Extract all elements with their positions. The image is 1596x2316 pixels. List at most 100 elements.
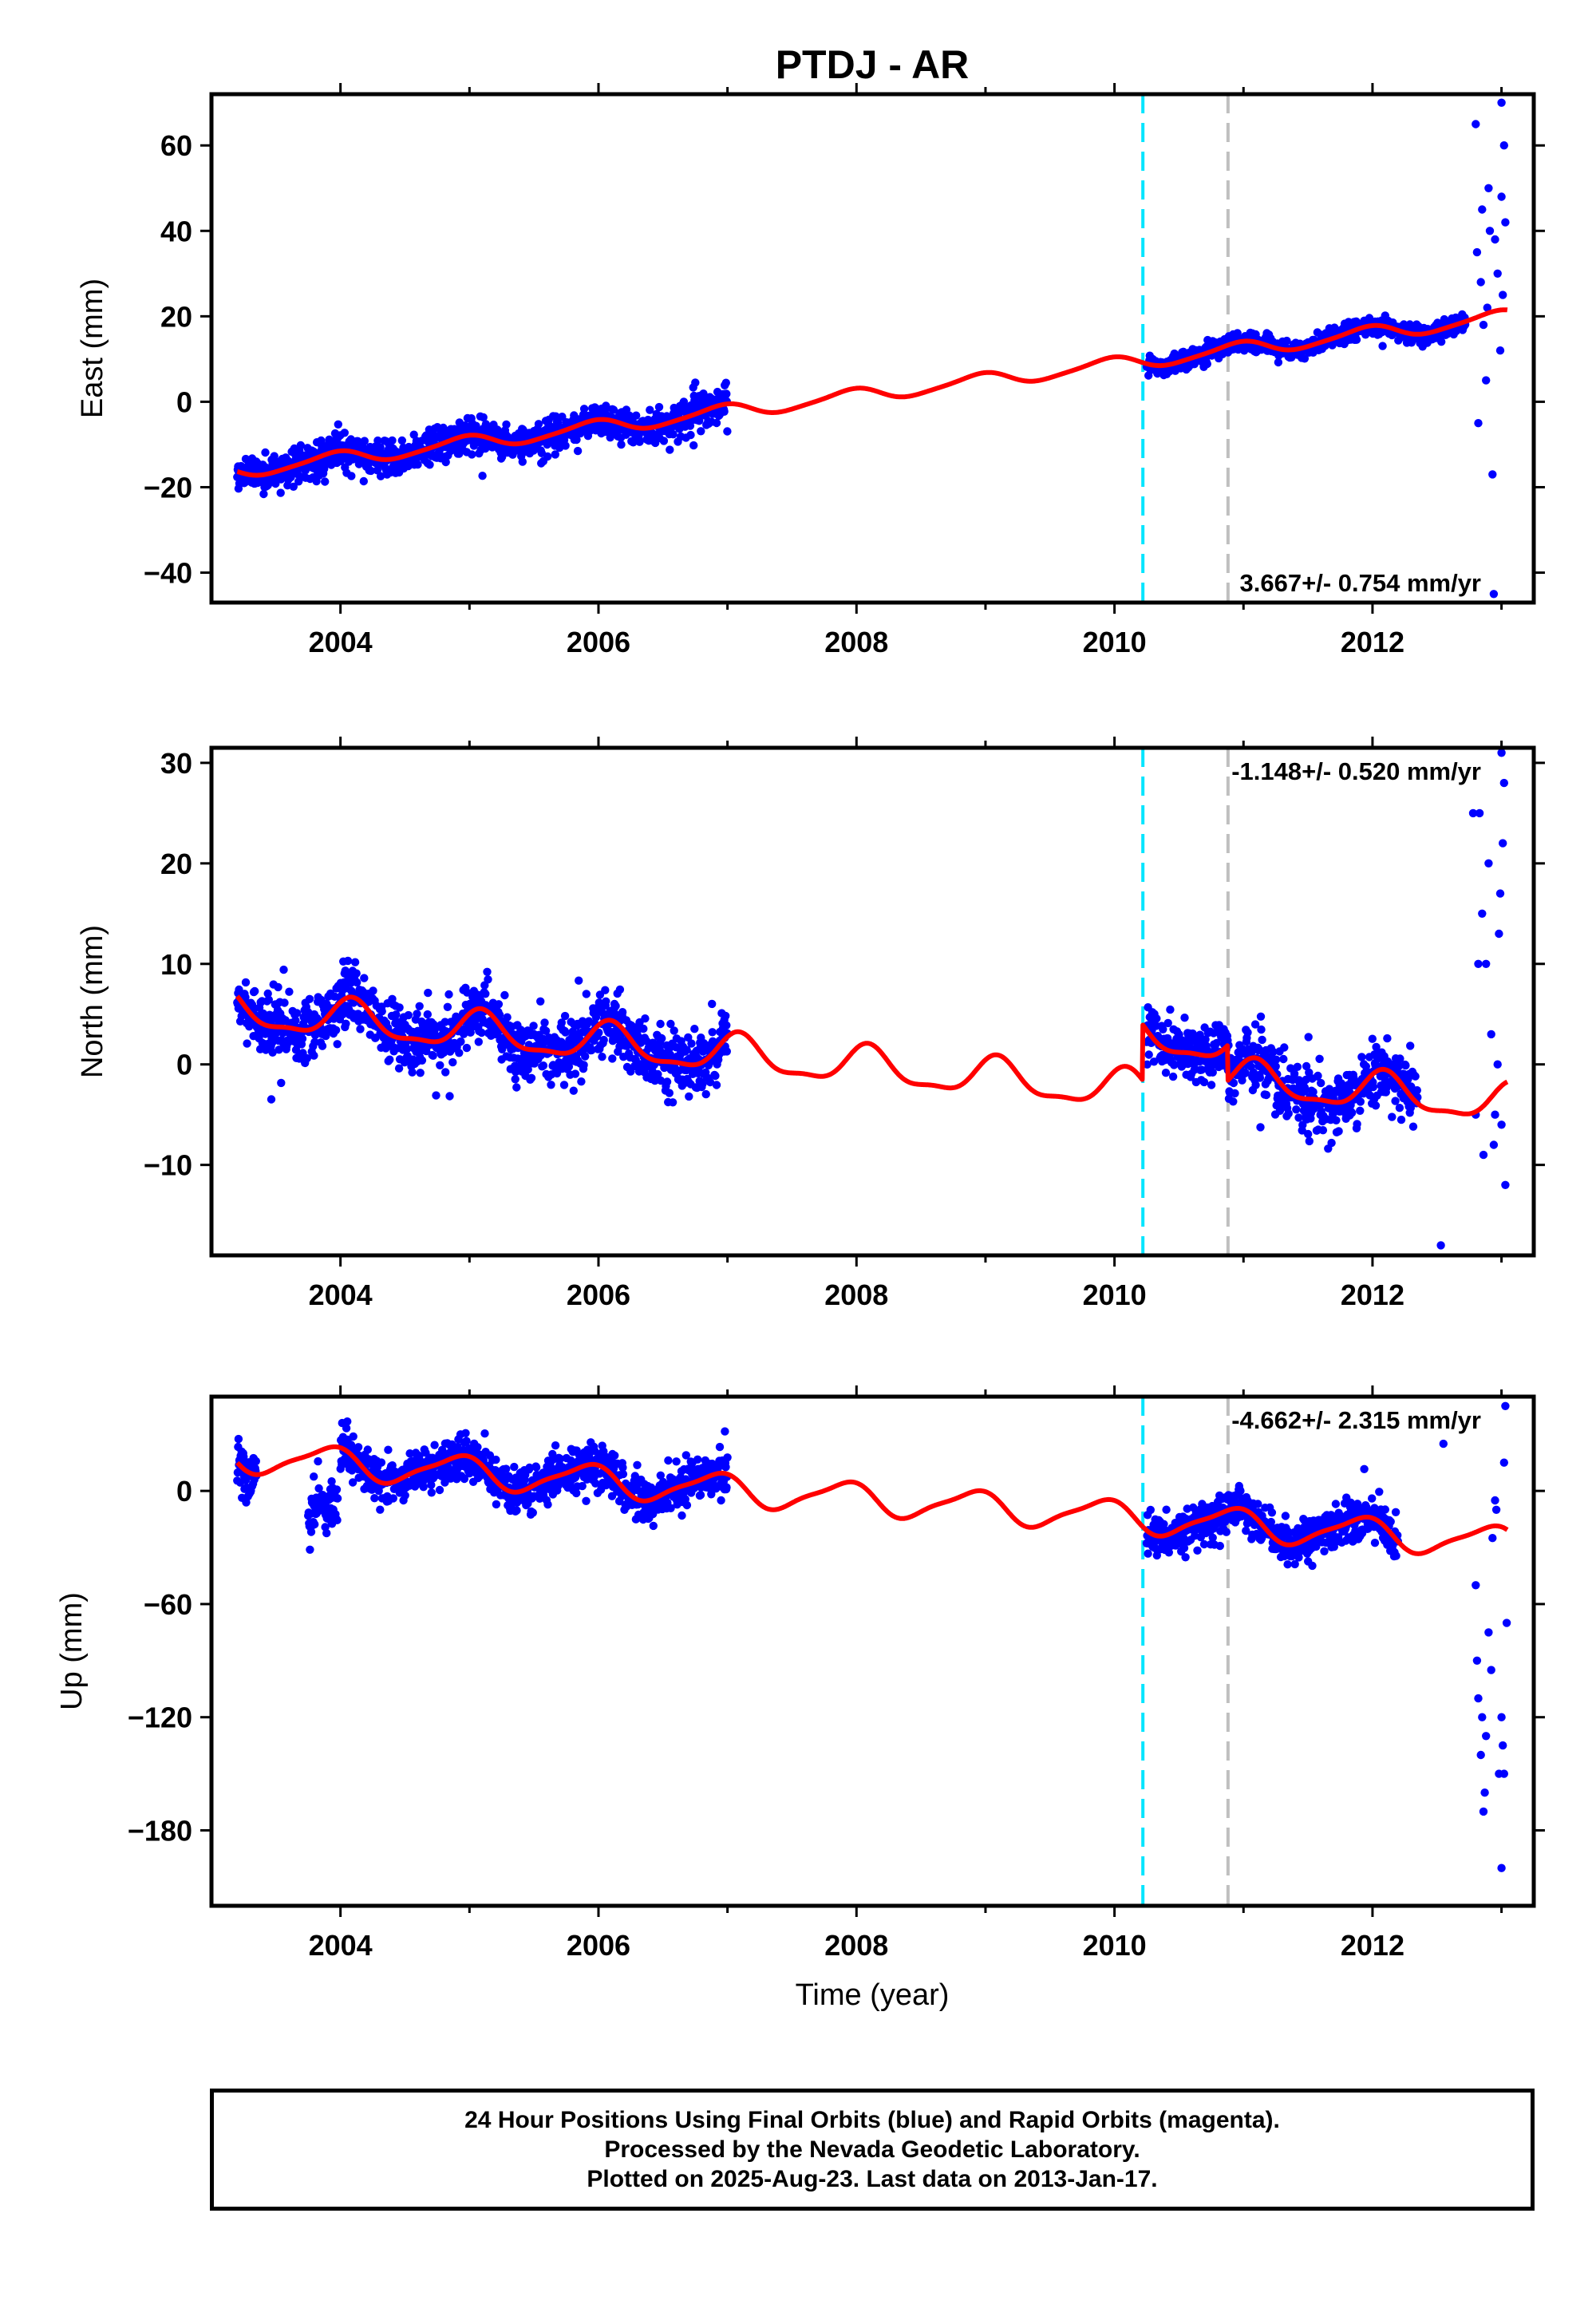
y-axis-ticks <box>200 144 1545 575</box>
data-point <box>1238 1076 1246 1085</box>
data-point <box>679 397 689 406</box>
data-point <box>723 1453 732 1462</box>
data-point <box>1144 1050 1153 1059</box>
outlier-point <box>1475 808 1484 818</box>
data-point <box>352 969 361 978</box>
y-tick-label: 40 <box>160 215 192 247</box>
data-point <box>333 1516 342 1525</box>
data-point <box>1317 1078 1325 1088</box>
data-point <box>684 1033 693 1042</box>
outlier-point <box>1491 1110 1499 1119</box>
outlier-point <box>1489 590 1499 599</box>
data-point <box>503 1013 512 1022</box>
data-point <box>690 1025 699 1034</box>
data-point <box>610 1451 619 1460</box>
outlier-point <box>1436 1241 1445 1250</box>
outlier-point <box>1472 247 1482 257</box>
data-point <box>498 1045 507 1054</box>
data-point <box>275 1045 283 1054</box>
data-point <box>1143 1060 1152 1069</box>
data-point <box>602 401 610 410</box>
y-axis-label: North (mm) <box>76 925 109 1078</box>
outlier-point <box>1476 278 1485 287</box>
data-point <box>512 1083 521 1092</box>
data-point <box>682 1500 692 1510</box>
data-point <box>665 1089 674 1097</box>
data-point <box>479 413 488 422</box>
data-point <box>401 1491 409 1500</box>
data-point <box>1406 1041 1415 1050</box>
data-point <box>543 1500 552 1509</box>
rate-annotation: 3.667+/- 0.754 mm/yr <box>1240 569 1481 597</box>
data-point <box>1163 1018 1172 1028</box>
data-point <box>723 427 732 436</box>
data-point <box>1356 1106 1365 1116</box>
outlier-point <box>1493 1060 1502 1069</box>
data-point <box>581 1052 590 1061</box>
data-point <box>1305 1136 1314 1146</box>
outlier-point <box>1478 205 1487 214</box>
x-tick-label: 2010 <box>1083 626 1147 658</box>
data-point <box>395 1003 404 1012</box>
data-points <box>233 749 1510 1250</box>
data-point <box>1304 1129 1313 1139</box>
outlier-point <box>1497 98 1506 107</box>
data-point <box>306 1545 314 1555</box>
data-point <box>1149 1057 1159 1066</box>
outlier-point <box>1484 184 1493 192</box>
data-point <box>654 402 664 412</box>
data-point <box>424 988 433 998</box>
data-point <box>441 1068 450 1077</box>
data-point <box>577 1077 586 1086</box>
data-point <box>478 472 487 480</box>
data-point <box>436 1061 444 1070</box>
data-point <box>720 407 729 416</box>
data-point <box>322 1528 331 1538</box>
outlier-point <box>1487 1030 1495 1039</box>
data-point <box>1314 1071 1322 1081</box>
data-point <box>633 1460 642 1470</box>
data-point <box>649 1521 658 1531</box>
outlier-point <box>1499 778 1509 788</box>
outlier-point <box>1491 235 1499 244</box>
data-point <box>564 1062 574 1071</box>
data-point <box>264 995 273 1005</box>
data-point <box>1152 1014 1161 1023</box>
data-point <box>678 1511 686 1520</box>
data-point <box>417 1056 427 1065</box>
data-point <box>334 420 342 429</box>
data-point <box>601 986 610 994</box>
data-points <box>233 98 1510 599</box>
data-point <box>1161 1069 1171 1077</box>
x-axis-ticks <box>339 83 1503 614</box>
data-point <box>1235 1055 1243 1064</box>
outlier-point <box>1474 959 1483 969</box>
data-point <box>618 1469 628 1479</box>
data-point <box>480 1429 489 1438</box>
outlier-point <box>1489 1140 1499 1149</box>
data-point <box>569 1086 578 1095</box>
data-point <box>310 1472 318 1481</box>
data-point <box>579 405 589 413</box>
outlier-point <box>1482 376 1491 385</box>
outlier-point <box>1495 929 1503 939</box>
data-point <box>259 489 268 499</box>
x-tick-label: 2008 <box>824 1279 888 1311</box>
x-tick-label: 2008 <box>824 626 888 658</box>
data-point <box>672 1457 681 1466</box>
outlier-point <box>1499 290 1507 299</box>
data-point <box>270 452 279 460</box>
data-point <box>1437 338 1446 346</box>
data-point <box>1356 1097 1365 1106</box>
data-point <box>1369 1082 1378 1092</box>
data-point <box>1255 1073 1265 1082</box>
data-point <box>572 435 581 445</box>
data-point <box>722 389 731 398</box>
y-tick-label: 20 <box>160 300 192 333</box>
data-point <box>722 1021 731 1030</box>
data-point <box>473 1443 482 1452</box>
data-point <box>540 1018 549 1027</box>
data-point <box>1294 1113 1303 1122</box>
data-point <box>547 1081 555 1089</box>
